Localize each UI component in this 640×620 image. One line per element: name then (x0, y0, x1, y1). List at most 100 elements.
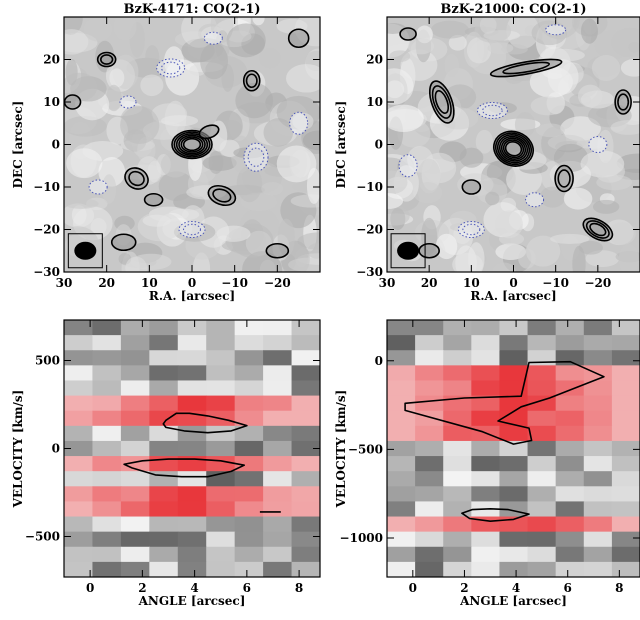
pv-pixel (64, 456, 94, 472)
pv-pixel (387, 516, 416, 533)
pv-pixel (527, 456, 557, 472)
pv-pixel (177, 425, 207, 442)
pv-pixel (415, 320, 444, 336)
noise-blob (106, 84, 122, 112)
pv-pixel (92, 501, 122, 518)
noise-blob (580, 18, 598, 44)
x-tick-label: 8 (295, 581, 303, 595)
x-tick-label: 0 (188, 276, 196, 290)
x-tick-label: −10 (542, 276, 569, 290)
noise-blob (258, 47, 282, 69)
pv-pixel (149, 471, 179, 487)
pv-pixel (499, 365, 529, 382)
pv-diagram-bzk-21000: 0 2 4 6 8 0 −500 −1000 ANGLE [arcsec] VELOCITY [k… (334, 319, 640, 608)
pv-pixel (555, 486, 585, 503)
pv-pixel (387, 380, 416, 397)
pv-pixel (120, 486, 150, 503)
pv-pixel (64, 546, 94, 563)
noise-blob (109, 68, 125, 88)
noise-blob (387, 192, 404, 209)
x-tick-label: −10 (221, 276, 248, 290)
pv-pixel (415, 425, 444, 442)
noise-blob (83, 17, 113, 42)
pv-pixel (64, 501, 94, 518)
noise-blob (435, 233, 458, 260)
pv-pixel (291, 410, 320, 427)
positive-contour (128, 170, 145, 187)
noise-blob (475, 129, 494, 154)
positive-contour (173, 131, 211, 158)
pv-pixel (291, 501, 320, 518)
pv-pixel (583, 320, 613, 336)
noise-blob (448, 34, 467, 51)
pv-pixel (443, 456, 472, 472)
pv-diagram-bzk-4171: 0 2 4 6 8 500 0 −500 ANGLE [arcsec] VELOCITY [km/… (11, 319, 321, 608)
pv-pixel (120, 425, 150, 442)
positive-contour (198, 124, 220, 140)
pv-pixel (415, 456, 444, 472)
positive-contour (100, 54, 114, 65)
noise-blob (236, 165, 263, 203)
pv-pixel (611, 440, 640, 457)
pv-pixel (291, 425, 320, 442)
pv-pixel (92, 350, 122, 366)
noise-blob (563, 187, 593, 210)
pv-pixel (206, 395, 236, 412)
positive-contour (175, 132, 209, 157)
positive-contour (265, 242, 290, 259)
pv-pixel (527, 501, 557, 518)
pv-pixel (234, 561, 264, 577)
pv-pixel (149, 320, 179, 336)
noise-blob (620, 58, 640, 77)
noise-blob (608, 222, 636, 245)
negative-contour (588, 136, 608, 153)
noise-blob (235, 82, 274, 119)
pv-pixel (64, 395, 94, 412)
pv-pixel (177, 546, 207, 563)
positive-contour (502, 139, 525, 159)
pv-pixel (92, 380, 122, 397)
x-tick-label: 10 (463, 276, 480, 290)
noise-blob (591, 55, 621, 81)
noise-blob (101, 174, 117, 204)
pv-pixel (263, 335, 293, 351)
noise-blob (618, 243, 639, 272)
noise-blob (535, 123, 565, 138)
positive-contour (399, 27, 417, 41)
pv-pixel (415, 440, 444, 457)
pv-pixel (583, 516, 613, 533)
pv-pixel (611, 350, 640, 366)
pv-pixel (92, 320, 122, 336)
negative-contour (476, 102, 508, 119)
pv-pixel (415, 335, 444, 351)
pv-pixel (499, 486, 529, 503)
y-tick-label: 0 (52, 442, 60, 456)
y-tick-label: 20 (43, 53, 60, 67)
pv-pixel (206, 486, 236, 503)
pv-pixel (291, 380, 320, 397)
pv-pixel (177, 501, 207, 518)
pv-pixel (527, 516, 557, 533)
pv-pixel (177, 395, 207, 412)
pv-pixel (64, 320, 94, 336)
pv-pixel (149, 410, 179, 427)
pv-pixel (206, 380, 236, 397)
pv-pixel (471, 395, 501, 412)
pv-pixel (499, 320, 529, 336)
noise-blob (387, 205, 410, 227)
pv-pixel (443, 546, 472, 563)
pv-pixel (583, 365, 613, 382)
pv-pixel (92, 365, 122, 382)
pv-pixel (120, 546, 150, 563)
noise-blob (120, 106, 160, 145)
pv-pixel (291, 531, 320, 548)
pv-pixel (177, 320, 207, 336)
pv-pixel (499, 546, 529, 563)
negative-contour (462, 223, 481, 236)
pv-pixel (64, 561, 94, 577)
y-tick-label: 20 (366, 53, 383, 67)
pv-pixel (611, 410, 640, 427)
pv-pixel (149, 561, 179, 577)
pv-pixel (120, 365, 150, 382)
pv-pixel (443, 350, 472, 366)
